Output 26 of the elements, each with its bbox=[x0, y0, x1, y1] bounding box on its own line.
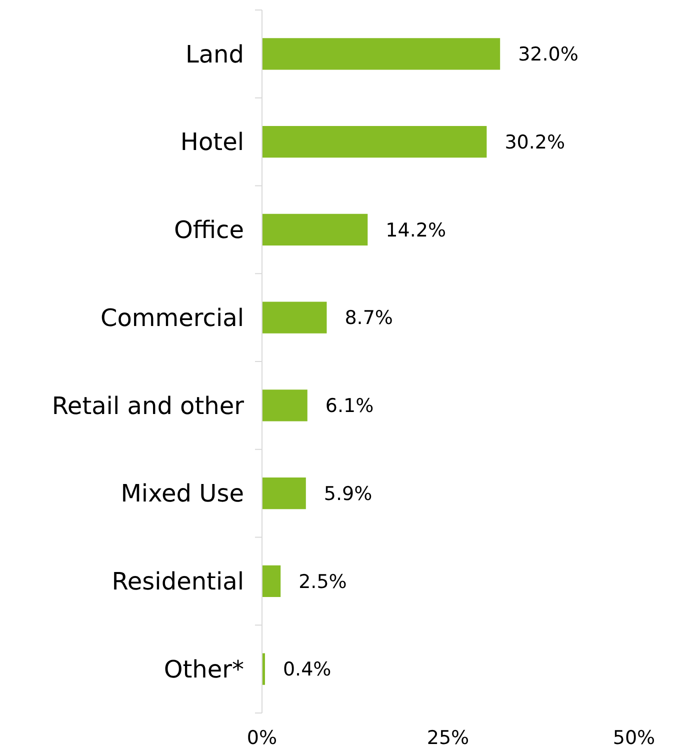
x-tick-label: 50% bbox=[612, 727, 656, 749]
bar bbox=[262, 390, 308, 422]
bar bbox=[262, 302, 327, 334]
data-label: 8.7% bbox=[344, 307, 394, 330]
data-label: 14.2% bbox=[386, 219, 446, 242]
data-label: 30.2% bbox=[504, 131, 566, 154]
y-tick-label: Other* bbox=[164, 655, 244, 684]
data-label: 32.0% bbox=[518, 44, 578, 66]
data-label: 0.4% bbox=[282, 658, 332, 681]
y-tick-label: Retail and other bbox=[52, 392, 244, 420]
x-tick-label: 0% bbox=[246, 727, 278, 749]
data-label: 5.9% bbox=[324, 482, 372, 505]
bar bbox=[262, 477, 306, 510]
y-tick-label: Commercial bbox=[100, 304, 244, 332]
y-tick-label: Residential bbox=[112, 568, 244, 596]
bar bbox=[262, 214, 368, 246]
bar bbox=[262, 565, 281, 598]
data-label: 6.1% bbox=[325, 395, 374, 418]
bar bbox=[262, 126, 487, 158]
y-tick-label: Land bbox=[185, 40, 244, 68]
x-tick-label: 25% bbox=[426, 727, 470, 749]
y-tick-label: Mixed Use bbox=[120, 480, 244, 508]
bar bbox=[262, 38, 500, 70]
y-tick-label: Office bbox=[174, 216, 244, 244]
data-label: 2.5% bbox=[298, 570, 347, 593]
y-tick-label: Hotel bbox=[180, 128, 244, 156]
